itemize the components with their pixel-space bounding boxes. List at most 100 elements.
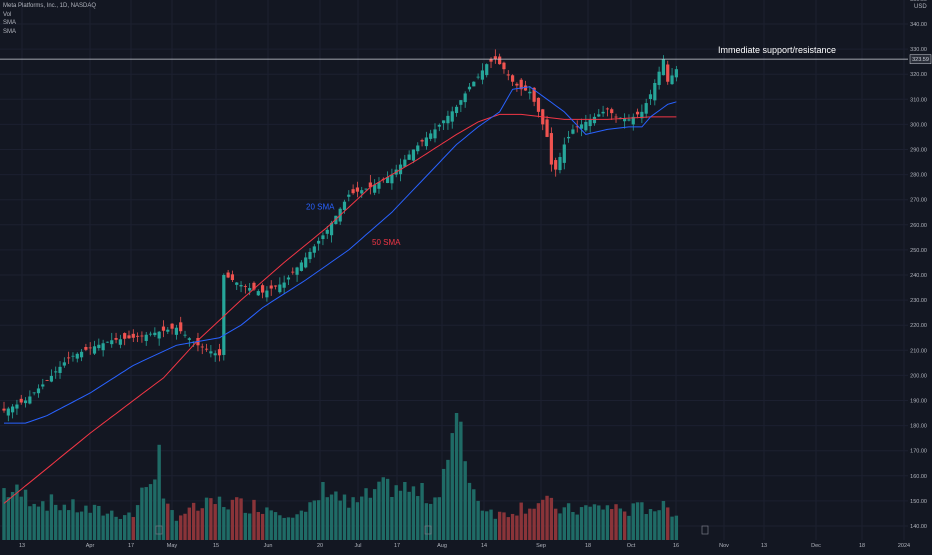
candle-body [278,284,282,293]
volume-bar [489,509,493,540]
y-tick-label: 270.00 [910,198,927,204]
candle-body [355,187,360,192]
volume-bar [584,505,588,540]
candle-body [459,100,463,105]
y-tick-label: 140.00 [910,524,927,530]
volume-bar [256,512,260,540]
volume-bar [338,500,342,540]
candle-body [209,351,213,354]
volume-bar [360,496,364,540]
volume-bar [140,487,144,540]
volume-bar [273,512,278,540]
volume-bar [467,482,472,540]
volume-bar [92,504,97,540]
volume-bar [23,489,28,540]
candle-body [273,285,278,287]
volume-bar [191,502,196,540]
candle-body [549,133,553,165]
event-marker-icon [424,525,432,535]
candle-body [579,124,584,129]
candle-body [390,174,394,184]
candle-body [532,87,536,102]
candle-body [131,333,135,338]
volume-bar [670,516,674,540]
candle-body [54,371,58,373]
candle-body [41,384,45,387]
volume-bar [579,507,584,540]
candle-body [49,375,54,382]
candle-body [308,251,312,260]
candle-body [575,126,579,128]
candle-body [446,115,450,124]
volume-bar [6,497,11,540]
candle-body [342,201,347,211]
volume-bar [648,509,653,540]
candle-body [373,184,377,193]
candle-body [476,76,480,78]
x-tick-label: 18 [585,543,591,549]
y-tick-label: 350.00 [910,0,927,3]
candle-body [114,338,118,340]
candle-body [416,145,420,152]
candle-body [420,140,424,142]
candle-body [644,103,648,114]
candle-body [411,149,416,161]
volume-bar [450,433,454,540]
candle-body [101,343,105,351]
volume-bar [347,507,351,540]
candle-body [136,335,140,337]
volume-bar [97,505,101,540]
volume-bar [635,502,640,540]
volume-bar [398,490,403,540]
volume-bar [532,508,536,540]
y-tick-label: 170.00 [910,449,927,455]
candle-body [174,327,178,335]
candle-body [377,182,381,189]
candle-body [571,129,575,134]
candle-body [105,341,110,343]
candle-body [6,408,10,416]
y-tick-label: 210.00 [910,348,927,354]
volume-bar [571,511,575,540]
candle-body [614,116,618,118]
volume-bar [183,513,187,540]
candle-body [161,326,166,331]
volume-bar [428,503,433,540]
candle-body [368,182,372,188]
volume-bar [325,497,329,540]
volume-bar [247,513,252,540]
volume-bar [144,487,148,540]
candle-body [312,246,316,253]
volume-bar [282,517,286,540]
volume-bar [75,512,79,540]
volume-bar [502,512,506,540]
candle-body [11,406,15,413]
x-tick-label: Dec [811,543,821,549]
candle-body [153,332,157,336]
volume-bar [157,444,161,540]
volume-bar [640,502,644,540]
volume-bar [15,484,19,540]
candle-body [213,353,217,356]
x-tick-label: Jun [264,543,273,549]
candle-body [360,190,364,194]
volume-bar [493,518,498,540]
x-tick-label: Aug [437,543,447,549]
volume-bar [204,497,209,540]
candle-body [148,333,153,335]
x-tick-label: 13 [761,543,767,549]
candle-body [523,85,528,91]
volume-bar [28,506,32,540]
volume-bar [174,520,179,540]
volume-bar [381,477,385,540]
volume-bar [549,497,554,540]
volume-bar [541,499,545,540]
volume-bar [627,515,631,540]
volume-bar [265,507,269,540]
sma-20-line [4,86,677,424]
candle-body [631,116,635,125]
candle-body [536,97,541,112]
candle-body [554,160,558,170]
